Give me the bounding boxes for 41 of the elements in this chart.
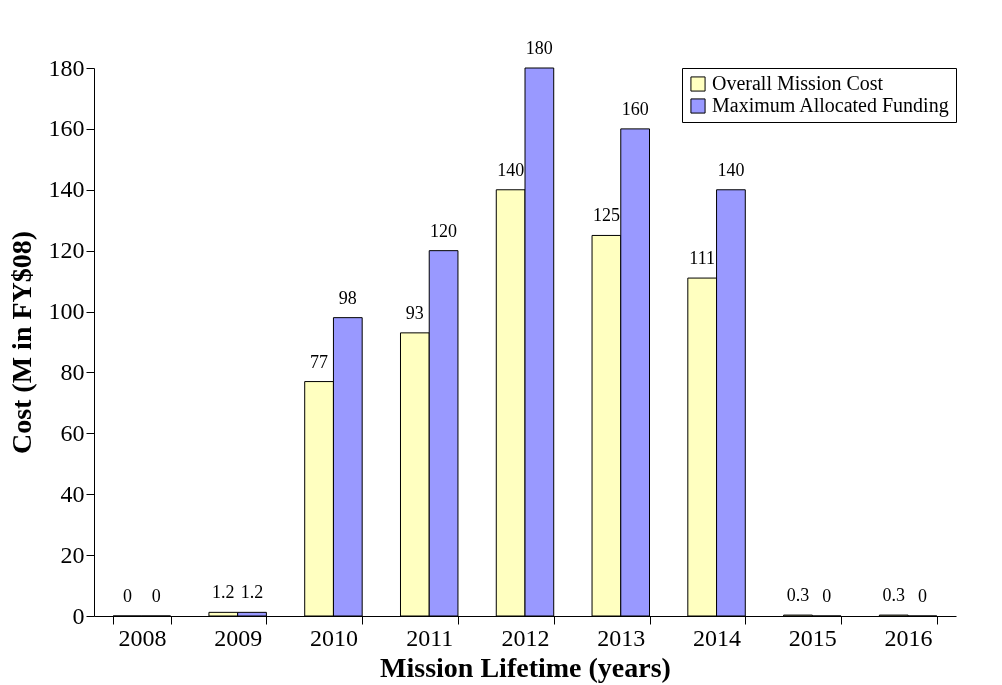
data-label: 0: [917, 586, 927, 606]
x-tick-label: 2010: [309, 624, 358, 651]
data-label: 93: [405, 302, 424, 323]
y-tick-label: 140: [48, 176, 85, 203]
x-tick-label: 2008: [118, 624, 167, 651]
data-label: 111: [689, 248, 716, 269]
x-tick-label: 2013: [597, 624, 646, 651]
x-tick-label: 2014: [693, 624, 742, 651]
y-tick-label: 60: [60, 419, 85, 446]
y-tick-label: 100: [48, 298, 85, 325]
data-label: 0: [822, 586, 832, 606]
data-label: 140: [717, 159, 745, 180]
y-tick-label: 20: [60, 541, 85, 568]
data-label: 1.2: [212, 582, 235, 603]
data-label: 120: [430, 220, 458, 241]
data-label: 180: [525, 38, 553, 58]
x-tick-label: 2015: [788, 624, 837, 651]
y-tick-label: 0: [72, 602, 85, 629]
y-axis-title: Cost (M in FY$08): [5, 230, 37, 455]
y-tick-label: 80: [60, 358, 85, 385]
x-tick-label: 2009: [214, 624, 263, 651]
x-tick-label: 2016: [884, 624, 933, 651]
data-label: 77: [310, 351, 329, 372]
data-label: 140: [497, 159, 525, 180]
data-label: 0: [123, 586, 133, 606]
y-tick-label: 120: [48, 237, 85, 264]
x-tick-label: 2012: [501, 624, 550, 651]
y-tick-label: 40: [60, 480, 85, 507]
data-label: 1.2: [240, 582, 264, 603]
data-label: 0: [151, 586, 161, 606]
data-label: 160: [621, 98, 649, 119]
y-tick-label: 160: [48, 115, 85, 142]
data-label: 125: [592, 205, 620, 226]
data-label: 98: [338, 287, 357, 308]
data-label: 0.3: [882, 585, 905, 606]
legend-label: Overall Mission Cost: [712, 72, 884, 94]
data-label: 0.3: [786, 585, 810, 606]
x-axis-title: Mission Lifetime (years): [380, 651, 671, 683]
legend-label: Maximum Allocated Funding: [712, 94, 949, 117]
x-tick-label: 2011: [406, 624, 454, 651]
y-tick-label: 180: [48, 54, 85, 81]
